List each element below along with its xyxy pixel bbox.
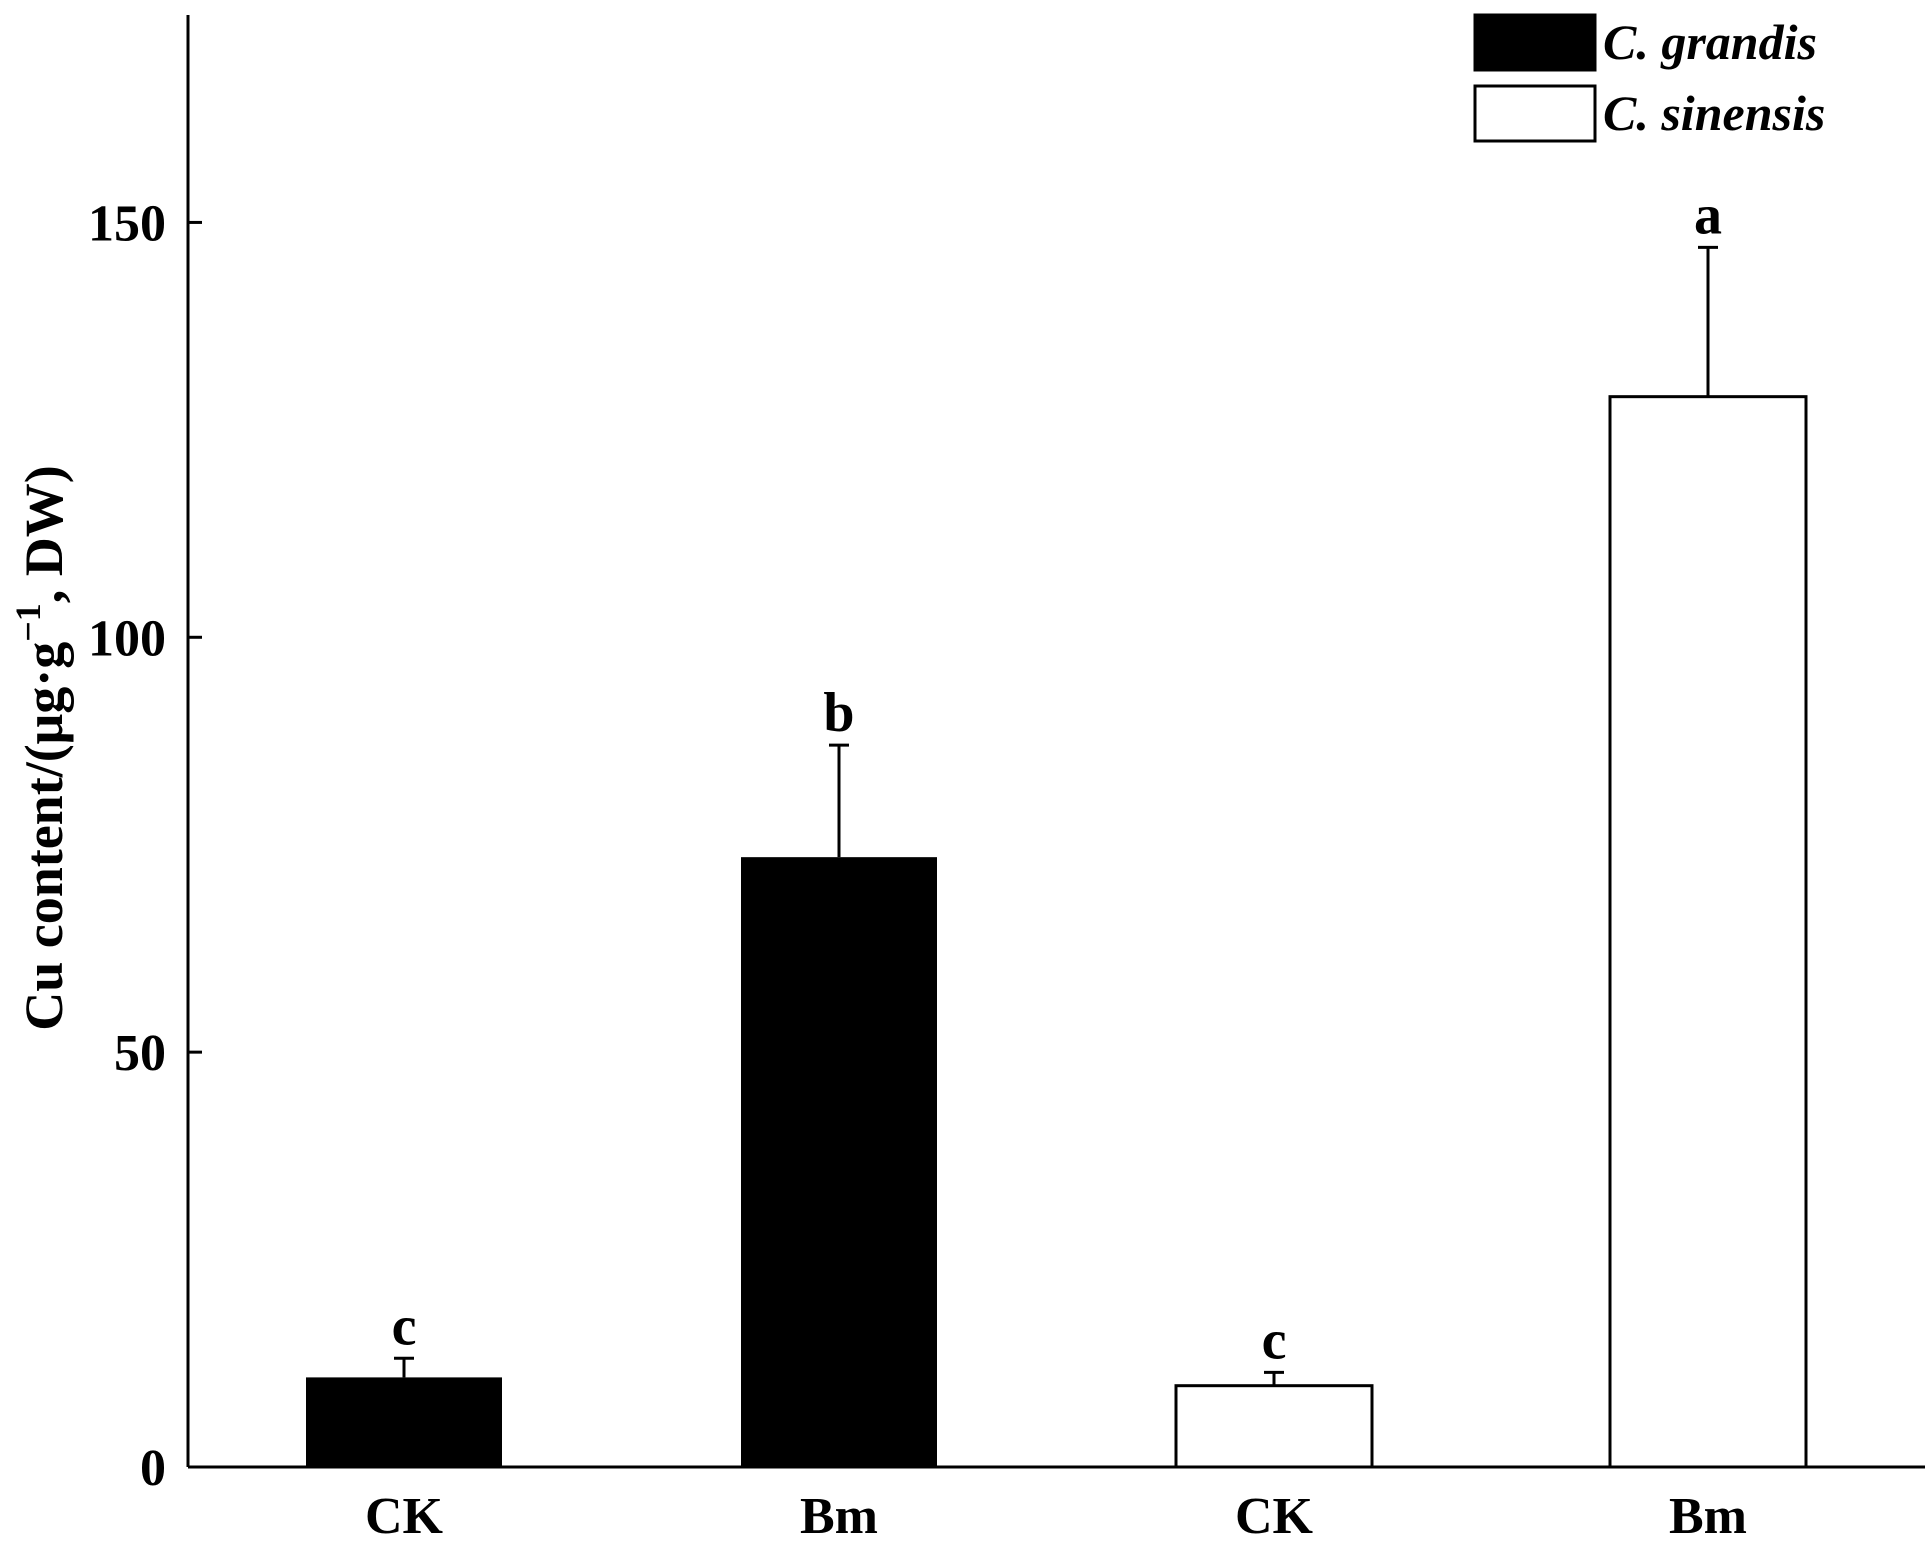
significance-letter-0: c — [392, 1295, 417, 1357]
y-axis-label-tail: , DW) — [14, 465, 74, 603]
legend-label-1: C. sinensis — [1603, 85, 1825, 141]
legend: C. grandis C. sinensis — [1473, 13, 1825, 143]
significance-letter-2: c — [1262, 1309, 1287, 1371]
y-tick-label-3: 150 — [88, 195, 166, 252]
bar-ck-0 — [306, 1377, 502, 1467]
y-tick-label-0: 0 — [140, 1440, 166, 1497]
legend-swatch-1 — [1473, 84, 1597, 143]
bar-ck-2 — [1174, 1384, 1374, 1469]
y-axis-label-superscript: −1 — [8, 603, 48, 642]
x-tick-label-1: Bm — [800, 1488, 878, 1542]
x-tick-label-2: CK — [1235, 1488, 1314, 1542]
x-tick-label-3: Bm — [1669, 1488, 1747, 1542]
bars-group: c CK b Bm c CK a Bm — [306, 184, 1808, 1542]
y-axis-label: Cu content/(μg·g−1, DW) — [8, 465, 74, 1031]
y-axis-label-main: Cu content/(μg·g — [14, 642, 74, 1031]
bar-bm-1 — [741, 857, 937, 1467]
legend-swatch-0 — [1473, 13, 1597, 72]
y-tick-label-1: 50 — [114, 1025, 166, 1082]
y-tick-label-2: 100 — [88, 610, 166, 667]
bar-bm-3 — [1608, 395, 1808, 1469]
legend-label-0: C. grandis — [1603, 14, 1817, 70]
significance-letter-1: b — [823, 682, 854, 744]
x-tick-label-0: CK — [365, 1488, 444, 1542]
significance-letter-3: a — [1694, 184, 1722, 246]
